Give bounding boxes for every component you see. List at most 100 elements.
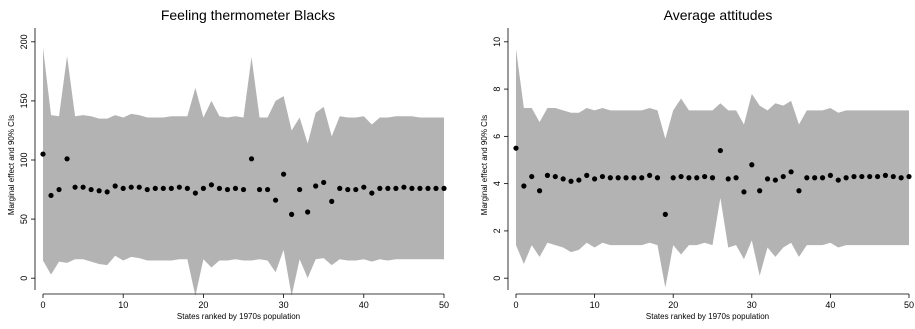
data-point [552,173,558,180]
data-point [741,189,747,195]
data-point [702,173,708,180]
data-point [184,185,190,191]
data-point [232,185,239,191]
data-point [529,173,535,180]
y-tick-label: 50 [19,214,29,224]
data-point [297,186,303,193]
x-tick-label: 10 [590,300,600,310]
data-point [393,185,399,191]
data-point [757,188,763,194]
data-point [686,175,692,181]
data-point [654,175,661,181]
x-tick-label: 30 [279,300,289,310]
data-point [599,173,606,180]
chart-panel-1: Feeling thermometer Blacks 0 10 20 30 40 50 0 50… [7,7,449,321]
data-point [321,179,327,186]
y-axis-title: Marginal effect and 90% CIs [7,115,16,215]
data-point [200,185,206,191]
data-point [88,186,94,193]
data-point [337,185,343,191]
data-point [827,172,834,178]
y-tick-label: 6 [492,134,502,139]
x-tick-label: 0 [513,300,518,310]
data-point [40,151,46,157]
data-point [576,177,582,183]
data-point [72,184,78,190]
data-point [882,172,889,178]
data-point [584,172,590,178]
data-point [256,186,263,193]
data-point [176,184,182,190]
data-point [369,190,375,196]
data-point [192,190,198,196]
data-point [353,186,359,193]
x-tick-label: 10 [118,300,128,310]
x-axis-title: States ranked by 1970s population [177,312,300,321]
data-point [733,175,739,181]
data-point [425,185,431,191]
data-point [851,173,857,180]
data-point [224,186,231,193]
data-point [867,173,873,180]
data-point [898,175,904,181]
data-point [152,185,158,191]
data-point [623,175,629,181]
data-point [409,185,415,191]
data-point [764,176,771,182]
data-point [401,184,407,190]
data-point [128,184,134,190]
data-point [725,176,731,182]
data-point [248,156,255,162]
y-tick-label: 10 [492,37,502,47]
chart-title: Average attitudes [664,7,773,23]
chart-panel-2: Average attitudes 0 10 20 30 40 50 0 2 4 6 8 10 State… [480,7,914,321]
data-point [647,172,653,178]
data-point [112,183,118,189]
y-tick-label: 8 [492,87,502,92]
data-point [615,175,621,181]
data-point [168,185,174,191]
data-point [607,175,613,181]
y-tick-label: 0 [492,276,502,281]
chart-title: Feeling thermometer Blacks [161,7,335,23]
data-point [208,182,215,188]
data-point [433,185,439,191]
data-point [136,184,142,190]
data-point [560,176,566,182]
data-point [329,198,335,204]
x-tick-label: 30 [747,300,757,310]
confidence-band [43,47,444,296]
data-point [639,175,645,181]
x-tick-label: 40 [825,300,835,310]
data-point [96,188,102,194]
data-point [240,186,247,193]
y-tick-label: 150 [19,93,29,108]
data-point [662,211,668,217]
data-point [796,188,802,194]
data-point [874,173,881,180]
data-point [717,147,723,154]
data-point [694,175,700,181]
confidence-band [516,48,909,288]
x-tick-label: 40 [359,300,369,310]
data-point [772,177,778,183]
data-point [289,211,295,217]
data-point [780,173,786,180]
data-point [749,162,755,168]
data-point [216,185,223,191]
data-point [568,178,574,184]
y-tick-label: 100 [19,152,29,167]
data-point [281,171,287,177]
data-point [670,175,676,181]
x-tick-label: 20 [668,300,678,310]
data-point [890,173,896,180]
data-point [843,175,849,181]
y-tick-label: 200 [19,34,29,49]
data-point [48,192,54,199]
x-tick-label: 0 [40,300,45,310]
data-point [441,185,447,191]
data-point [804,175,810,181]
x-axis-title: States ranked by 1970s population [646,312,769,321]
